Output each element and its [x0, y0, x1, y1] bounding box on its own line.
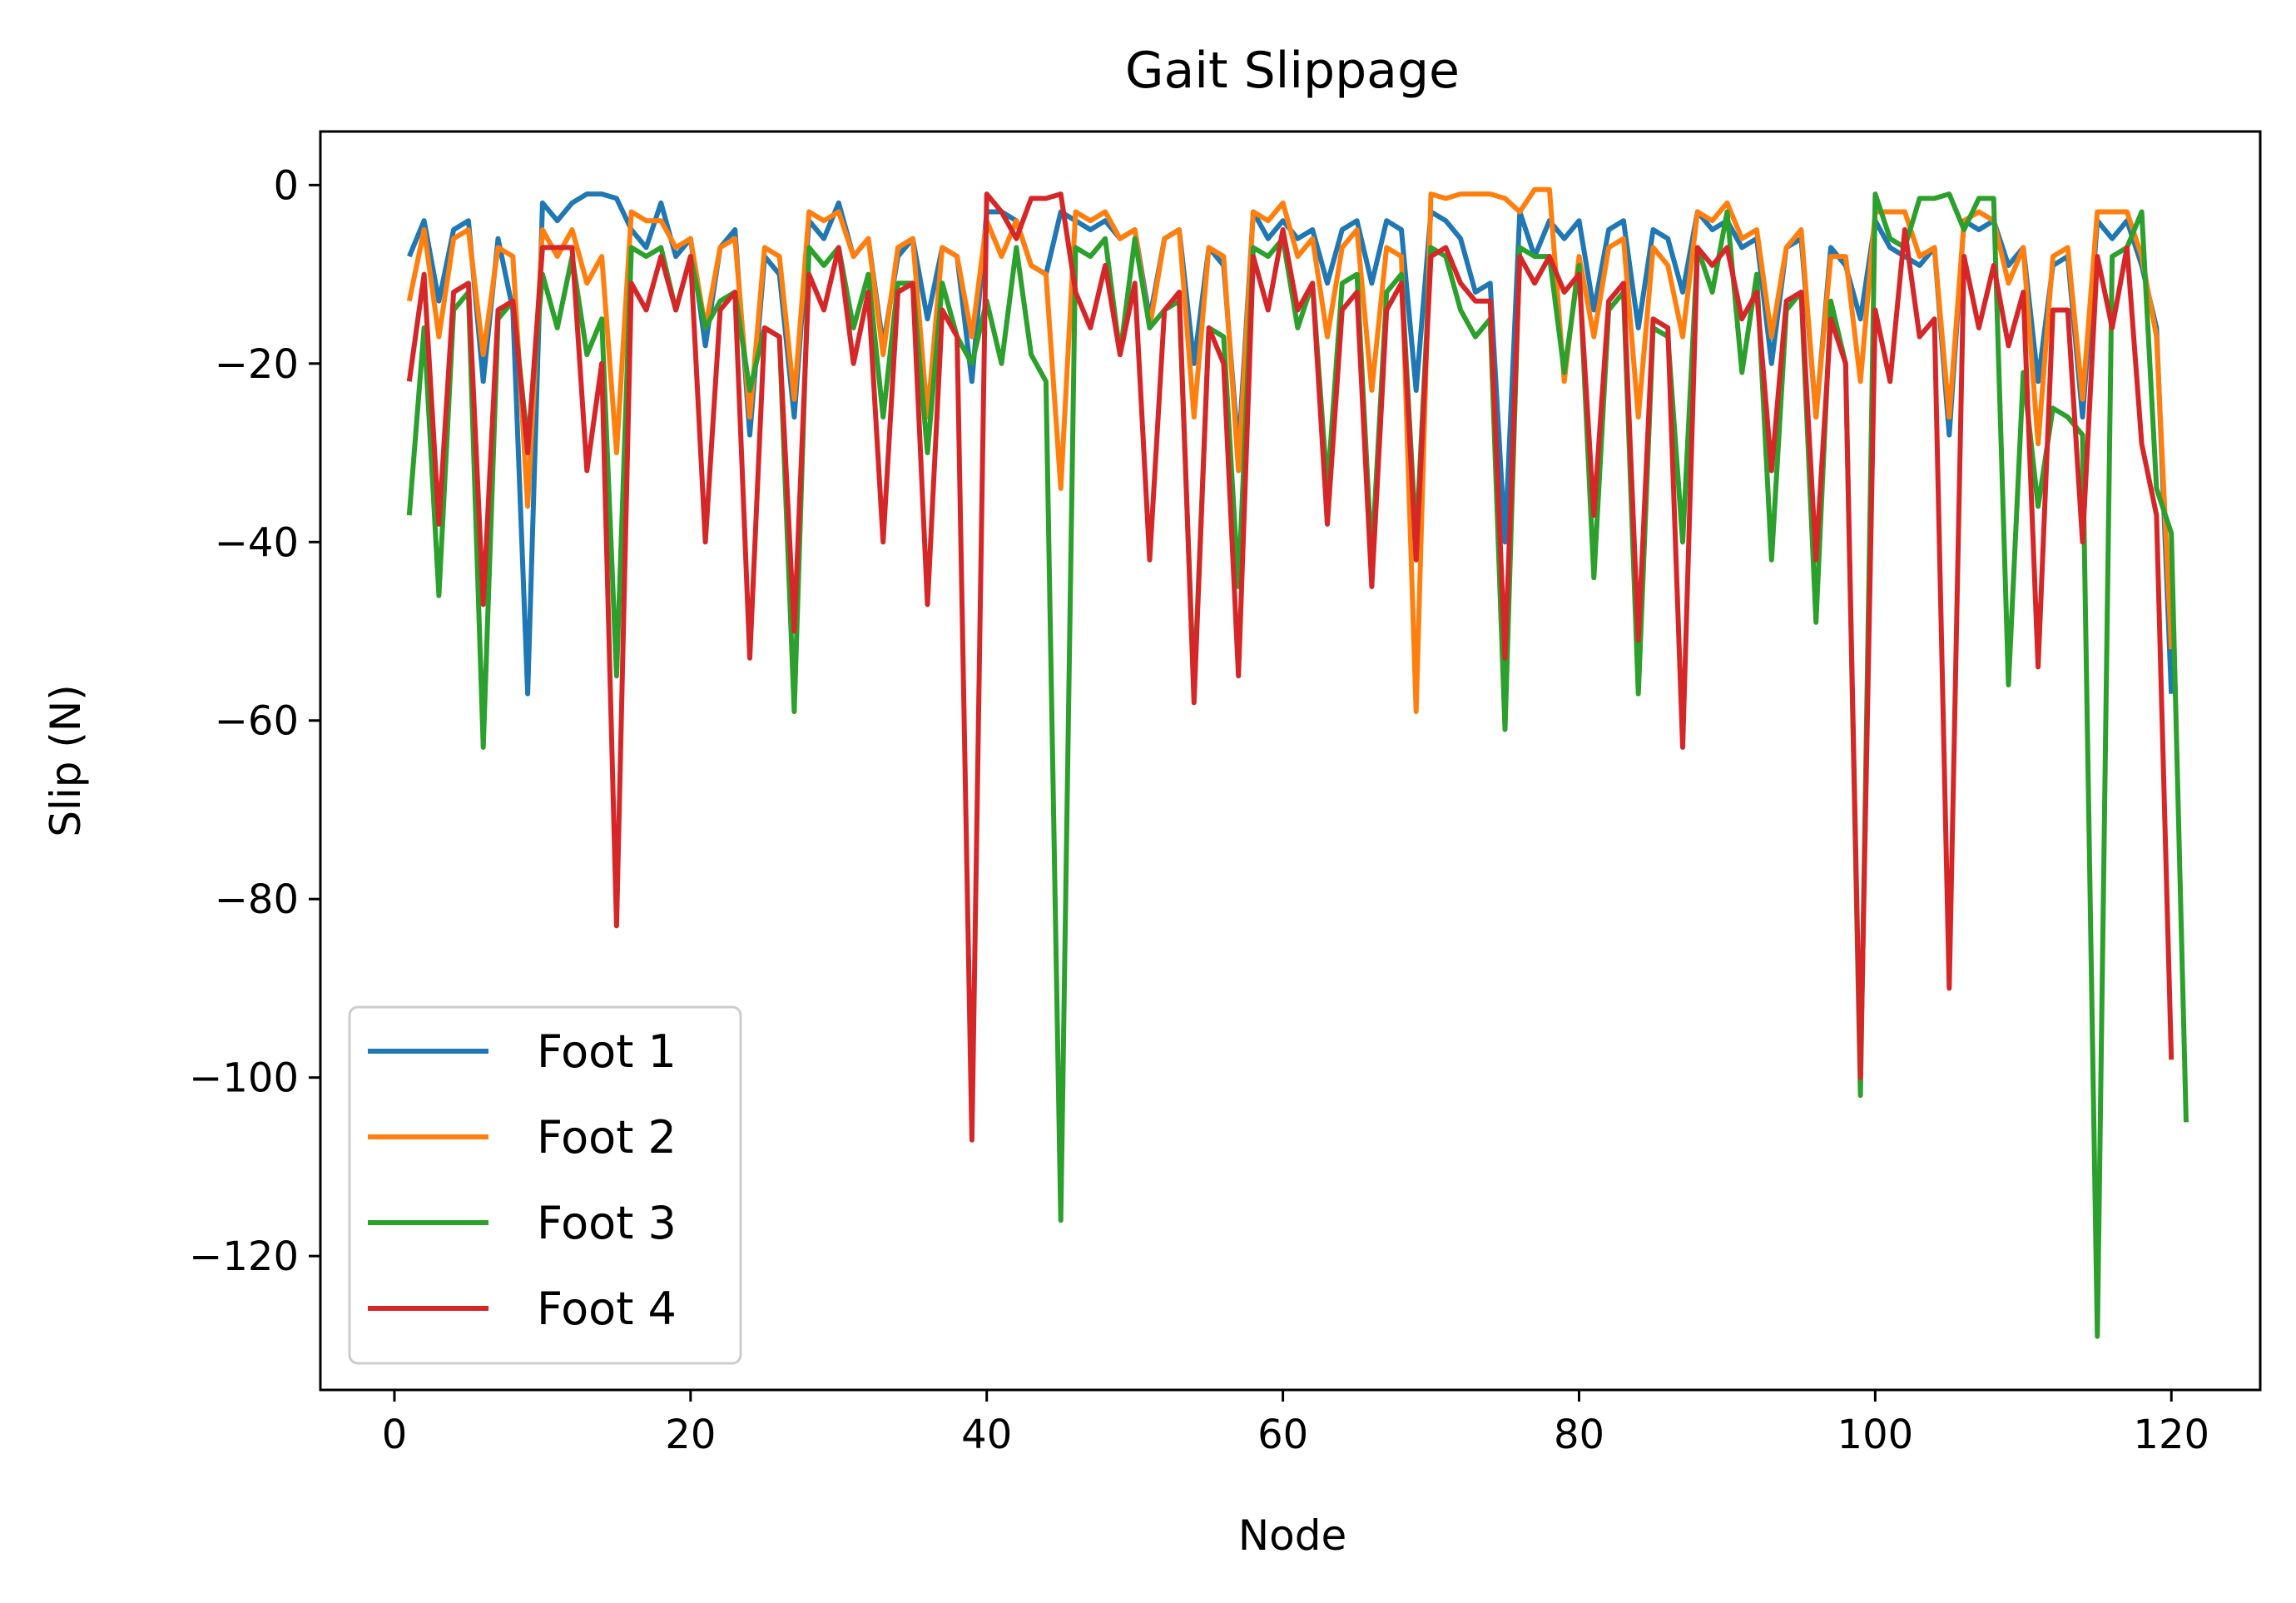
legend-label: Foot 1	[537, 1025, 677, 1078]
x-axis-label: Node	[1238, 1511, 1347, 1560]
plot-series	[406, 186, 2189, 1339]
x-tick-label: 0	[382, 1412, 408, 1458]
legend-label: Foot 4	[537, 1283, 677, 1335]
y-tick-label: −40	[215, 519, 299, 566]
legend-label: Foot 3	[537, 1197, 677, 1249]
y-tick-label: −120	[189, 1233, 299, 1280]
x-tick-label: 100	[1837, 1412, 1914, 1458]
y-axis-label: Slip (N)	[42, 684, 90, 837]
y-tick-label: 0	[273, 162, 299, 209]
x-tick-label: 60	[1257, 1412, 1308, 1458]
legend: Foot 1 Foot 2 Foot 3 Foot 4	[348, 1005, 742, 1365]
chart-title: Gait Slippage	[1125, 42, 1460, 100]
y-tick-label: −60	[215, 698, 299, 745]
y-axis-ticks: 0 −20 −40 −60 −80 −100 −120	[189, 162, 320, 1280]
y-tick-label: −100	[189, 1055, 299, 1102]
x-tick-label: 20	[665, 1412, 716, 1458]
series-line-foot-3	[406, 191, 2189, 1339]
y-tick-label: −80	[215, 876, 299, 923]
x-tick-label: 80	[1554, 1412, 1604, 1458]
series-line-foot-4	[406, 191, 2175, 1143]
legend-label: Foot 2	[537, 1111, 677, 1164]
x-axis-ticks: 0 20 40 60 80 100 120	[382, 1390, 2209, 1458]
y-tick-label: −20	[215, 341, 299, 388]
x-tick-label: 40	[961, 1412, 1012, 1458]
plot-frame	[319, 130, 2262, 1392]
legend-box	[348, 1005, 742, 1365]
x-tick-label: 120	[2133, 1412, 2209, 1458]
